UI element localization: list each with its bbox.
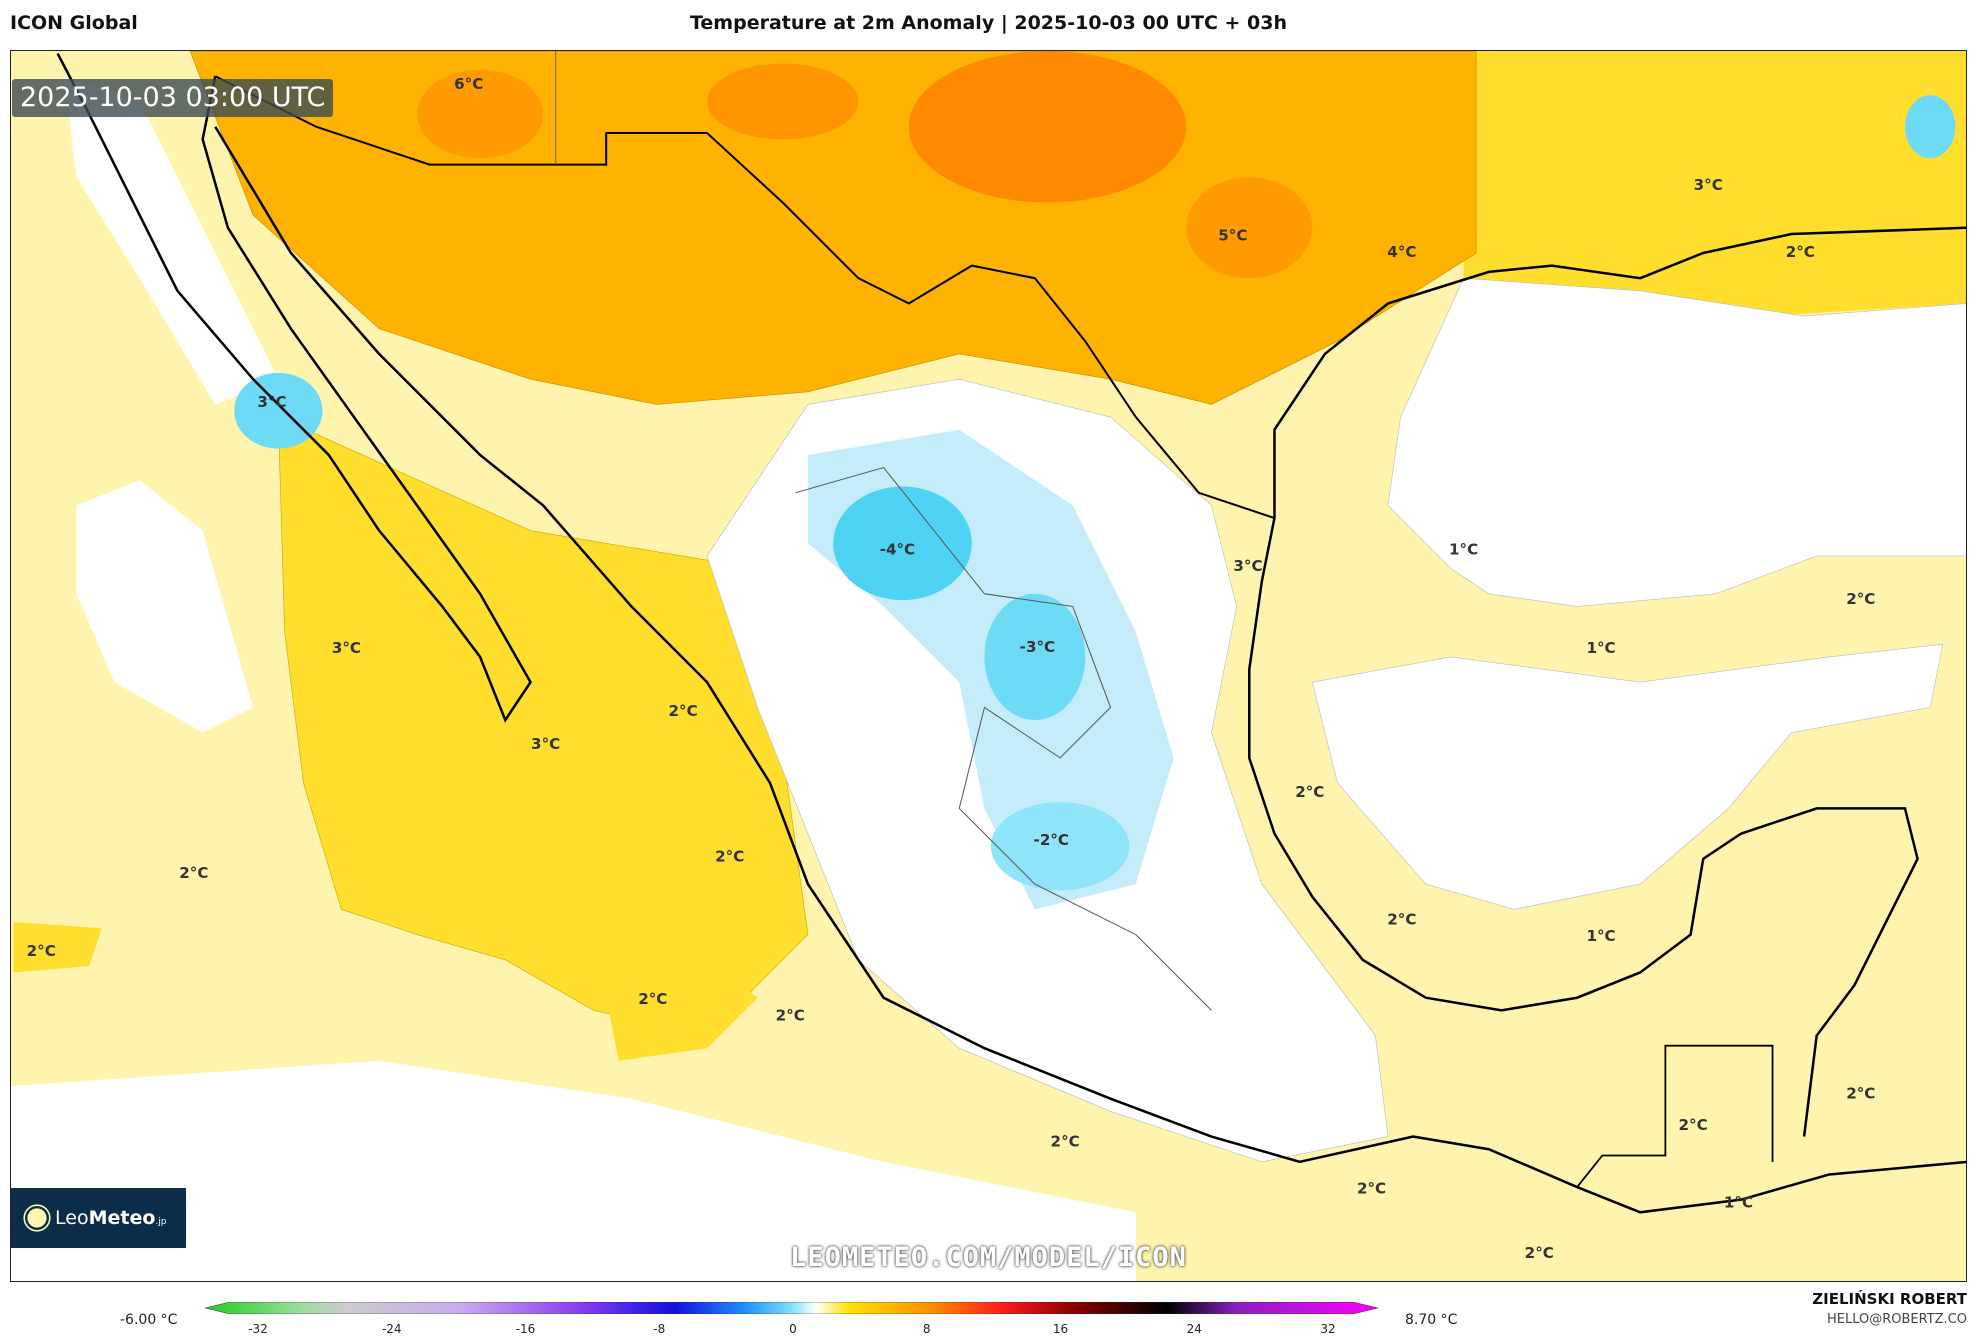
contour-label: 6°C — [454, 75, 483, 93]
contour-label: 3°C — [1233, 557, 1262, 575]
contour-label: 2°C — [179, 864, 208, 882]
anomaly-region-white — [1387, 277, 1966, 607]
contour-label: -3°C — [1020, 638, 1055, 656]
contour-label: 2°C — [1846, 1085, 1875, 1103]
colorbar-tick-label: 0 — [789, 1322, 797, 1336]
colorbar-tick-label: -8 — [653, 1322, 666, 1336]
colorbar-tick-label: 32 — [1320, 1322, 1336, 1336]
colorbar-tick-label: 24 — [1186, 1322, 1202, 1336]
sun-icon — [27, 1208, 47, 1228]
anomaly-region-deep-orange — [417, 69, 544, 159]
anomaly-region-blue — [990, 802, 1130, 891]
colorbar-min-label: -6.00 °C — [120, 1312, 178, 1328]
contour-label: 2°C — [715, 847, 744, 865]
contour-label: 2°C — [1786, 243, 1815, 261]
logo-text-light: Leo — [55, 1207, 89, 1229]
contour-label: 3°C — [332, 639, 361, 657]
contour-label: 1°C — [1449, 541, 1478, 559]
contour-label: 2°C — [1846, 590, 1875, 608]
colorbar-tick-label: -24 — [381, 1322, 402, 1336]
coastline-baja-west — [56, 52, 532, 723]
contour-label: 1°C — [1586, 927, 1615, 945]
anomaly-region-blue — [984, 593, 1086, 721]
contour-label: 3°C — [1694, 176, 1723, 194]
contour-label: -2°C — [1034, 831, 1069, 849]
colorbar — [205, 1302, 1378, 1314]
author-email: HELLO@ROBERTZ.CO — [1826, 1312, 1967, 1327]
anomaly-region-blue — [1904, 95, 1956, 159]
contour-label: 2°C — [1051, 1133, 1080, 1151]
temperature-anomaly-map: 6°C 3°C 5°C 4°C 3°C 2°C -4°C 3°C 1°C 2°C… — [10, 50, 1967, 1282]
valid-time-stamp: 2025-10-03 03:00 UTC — [12, 79, 334, 117]
model-name: ICON Global — [10, 12, 138, 34]
anomaly-region-deep-orange — [707, 63, 859, 140]
contour-label: -4°C — [880, 541, 915, 559]
anomaly-region-yellow — [1463, 51, 1966, 317]
contour-label: 2°C — [669, 702, 698, 720]
author-name: ZIELIŃSKI ROBERT — [1812, 1290, 1967, 1308]
contour-label: 2°C — [776, 1006, 805, 1024]
logo-text-bold: Meteo — [88, 1207, 156, 1229]
contour-label: 2°C — [1357, 1179, 1386, 1197]
anomaly-region-deep-orange — [908, 51, 1187, 203]
contour-labels: 6°C 3°C 5°C 4°C 3°C 2°C -4°C 3°C 1°C 2°C… — [27, 75, 1876, 1262]
colorbar-tick-label: -32 — [248, 1322, 268, 1336]
contour-label: 2°C — [638, 990, 667, 1008]
contour-label: 1°C — [1586, 639, 1615, 657]
contour-label: 2°C — [1679, 1116, 1708, 1134]
anomaly-region-white — [76, 480, 254, 733]
coastline-gulf — [1247, 226, 1966, 1137]
colorbar-tick-label: -16 — [515, 1322, 536, 1336]
contour-label: 1°C — [1724, 1193, 1753, 1211]
anomaly-region-yellow — [13, 921, 102, 973]
contour-label: 4°C — [1387, 243, 1416, 261]
anomaly-region-blue — [234, 372, 323, 449]
border-guatemala — [1576, 1044, 1774, 1188]
colorbar-tick-label: 16 — [1052, 1322, 1069, 1336]
leometeo-logo: Leo Meteo .jp — [11, 1188, 186, 1248]
contour-label: 2°C — [1295, 783, 1324, 801]
coastline-pacific — [214, 126, 1966, 1214]
contour-label: 2°C — [27, 942, 56, 960]
chart-title: Temperature at 2m Anomaly | 2025-10-03 0… — [689, 12, 1288, 34]
contour-label: 3°C — [257, 393, 286, 411]
colorbar-max-label: 8.70 °C — [1405, 1312, 1458, 1328]
anomaly-region-blue — [833, 486, 972, 601]
anomaly-region-white — [1311, 643, 1944, 910]
anomaly-region-white — [63, 76, 279, 405]
watermark: LEOMETEO.COM/MODEL/ICON — [790, 1242, 1187, 1273]
contour-label: 3°C — [531, 735, 560, 753]
colorbar-tick-label: 8 — [922, 1322, 931, 1336]
anomaly-region-deep-orange — [1186, 177, 1313, 279]
logo-text-suffix: .jp — [155, 1217, 167, 1227]
contour-label: 2°C — [1525, 1244, 1554, 1262]
border-us-mexico — [214, 75, 1275, 520]
anomaly-region-white — [11, 1060, 1136, 1281]
contour-label: 2°C — [1387, 911, 1416, 929]
contour-label: 5°C — [1218, 226, 1247, 244]
state-borders — [795, 466, 1212, 1011]
